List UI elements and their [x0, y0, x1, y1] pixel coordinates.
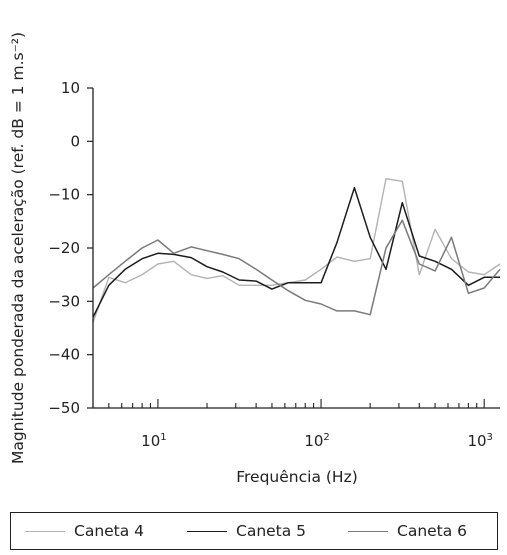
legend-label: Caneta 5 — [236, 522, 307, 540]
legend: Caneta 4 Caneta 5 Caneta 6 — [10, 512, 498, 550]
y-tick-label: −30 — [48, 292, 80, 310]
y-tick-label: −10 — [48, 186, 80, 204]
y-tick-label: 10 — [61, 79, 80, 97]
legend-swatch — [25, 530, 65, 532]
series-line-caneta-6 — [92, 219, 501, 316]
legend-label: Caneta 6 — [397, 522, 468, 540]
x-tick-label: 101 — [141, 432, 166, 450]
x-tick-label: 103 — [467, 432, 492, 450]
legend-item-caneta-4: Caneta 4 — [25, 513, 144, 549]
legend-swatch — [348, 530, 388, 532]
y-tick-label: −40 — [48, 346, 80, 364]
legend-label: Caneta 4 — [74, 522, 145, 540]
y-tick-label: −20 — [48, 239, 80, 257]
x-axis-ticks: 101 102 103 — [92, 399, 493, 450]
legend-item-caneta-6: Caneta 6 — [348, 513, 467, 549]
data-lines — [92, 177, 501, 323]
y-tick-label: −50 — [48, 399, 80, 417]
chart: 10 0 −10 −20 −30 −40 −50 101 102 103 Frequência … — [9, 32, 501, 486]
series-line-caneta-5 — [92, 186, 500, 318]
x-axis-title: Frequência (Hz) — [236, 468, 358, 486]
y-tick-label: 0 — [70, 132, 80, 150]
legend-item-caneta-5: Caneta 5 — [187, 513, 306, 549]
x-tick-label: 102 — [304, 432, 329, 450]
series-line-caneta-4 — [92, 177, 501, 323]
y-axis-ticks: 10 0 −10 −20 −30 −40 −50 — [48, 79, 93, 417]
legend-swatch — [187, 530, 227, 532]
y-axis-title: Magnitude ponderada da aceleração (ref. … — [9, 32, 27, 464]
